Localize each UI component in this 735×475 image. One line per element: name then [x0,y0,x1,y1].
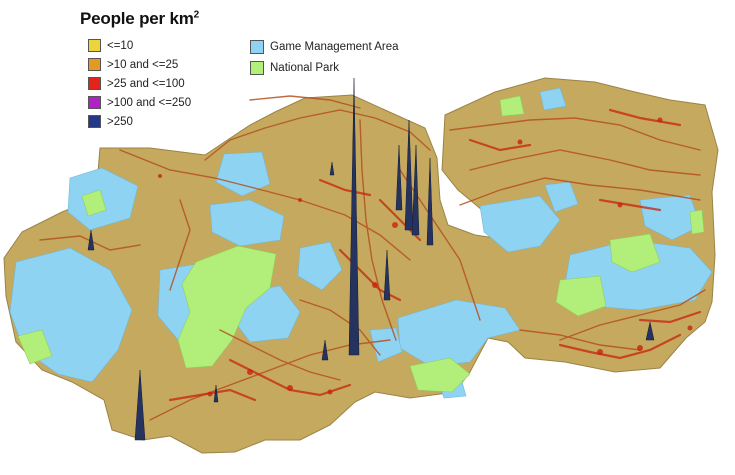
legend-title-text: People per km [80,9,194,28]
legend-row-game-management-area: Game Management Area [250,36,399,57]
population-spikes [87,77,655,441]
spike-small [87,229,95,251]
legend-row-national-park: National Park [250,57,399,78]
spike-chipata [645,321,655,341]
legend-label: Game Management Area [270,40,399,53]
legend-swatch [88,39,101,52]
gma-region [544,181,579,213]
population-density-legend: <=10 >10 and <=25 >25 and <=100 >100 and… [88,36,191,131]
legend-label: >25 and <=100 [107,77,185,90]
gma-region [297,241,343,291]
settlement-specks [158,117,693,397]
national-park [499,95,525,117]
spike-kabwe [383,249,391,301]
national-park [555,275,607,317]
spike-copperbelt [404,119,414,231]
spike-small [321,339,329,361]
protected-area-legend: Game Management Area National Park [250,36,399,78]
spike-copperbelt [395,144,403,211]
spike-livingstone [134,369,146,441]
gma-region [215,151,271,197]
legend-row-density-2: >10 and <=25 [88,55,191,74]
legend-label: >10 and <=25 [107,58,179,71]
legend-row-density-1: <=10 [88,36,191,55]
legend-swatch [250,60,264,75]
gma-region [397,299,521,367]
gma-region [539,87,567,111]
national-park-kafue [177,245,277,369]
spike-small [213,384,219,403]
national-park [409,357,471,393]
spike-small [329,161,335,176]
gma-region [209,199,285,247]
spike-lusaka [348,77,360,356]
legend-row-density-3: >25 and <=100 [88,74,191,93]
national-parks [17,95,705,393]
legend-swatch [250,39,264,54]
national-park [17,329,53,365]
legend-label: <=10 [107,39,134,52]
legend-swatch [88,58,101,71]
legend-swatch [88,77,101,90]
legend-label: >250 [107,115,133,128]
legend-title: People per km2 [80,9,199,29]
legend-row-density-5: >250 [88,112,191,131]
national-park [689,209,705,235]
spike-copperbelt [426,157,434,246]
legend-title-superscript: 2 [193,9,200,21]
national-park [81,189,107,217]
national-park [609,233,661,273]
legend-row-density-4: >100 and <=250 [88,93,191,112]
spike-copperbelt [411,144,420,236]
gma-region [479,195,561,253]
legend-swatch [88,115,101,128]
legend-label: >100 and <=250 [107,96,192,109]
legend-swatch [88,96,101,109]
gma-region [639,194,701,241]
legend-label: National Park [270,61,340,74]
